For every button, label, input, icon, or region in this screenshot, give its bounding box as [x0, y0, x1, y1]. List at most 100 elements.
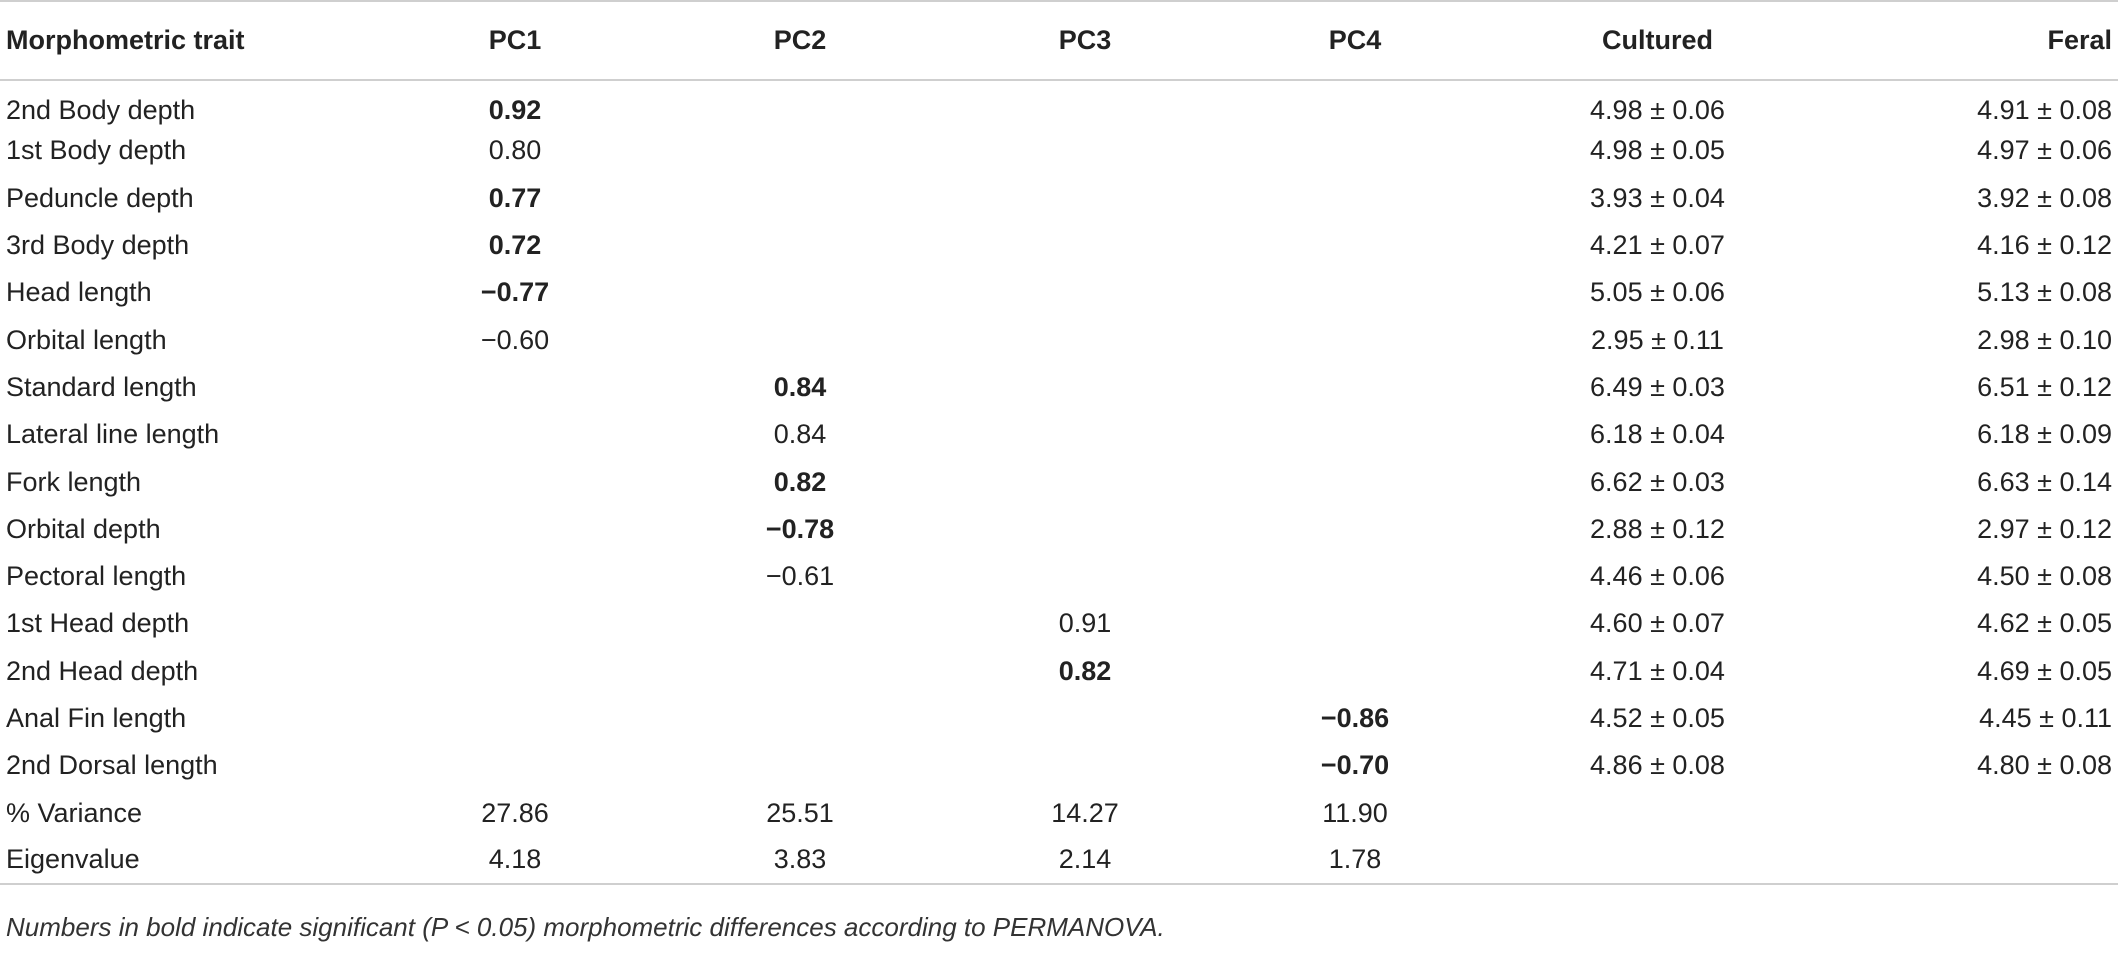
cell-pc3: [950, 127, 1220, 174]
column-header-pc4: PC4: [1220, 0, 1490, 81]
column-header-cultured: Cultured: [1490, 0, 1825, 81]
cell-trait: 1st Body depth: [6, 135, 187, 166]
cell-pc1: 0.72: [488, 230, 542, 261]
cell-pc2: [650, 600, 950, 647]
table-row: 2nd Dorsal length −0.70 4.86 ± 0.08 4.80 ± …: [0, 742, 2118, 789]
cell-pc4: [1220, 364, 1490, 411]
cell-pc3: 2.14: [950, 836, 1220, 886]
cell-pc1: [380, 553, 650, 600]
cell-pc1: −0.77: [480, 277, 550, 308]
cell-pc3: [950, 175, 1220, 222]
cell-pc3: [950, 316, 1220, 363]
cell-pc1: [380, 600, 650, 647]
cell-pc2: 0.84: [773, 419, 827, 450]
cell-pc2: [650, 695, 950, 742]
table-row: 1st Head depth 0.91 4.60 ± 0.07 4.62 ± 0.05: [0, 600, 2118, 647]
cell-trait: 2nd Head depth: [6, 655, 199, 686]
cell-pc4: [1220, 411, 1490, 458]
cell-pc1: [380, 458, 650, 505]
cell-trait: Orbital length: [6, 324, 167, 355]
cell-feral: 4.80 ± 0.08: [1977, 750, 2112, 781]
cell-pc3: [950, 506, 1220, 553]
cell-pc4: [1220, 553, 1490, 600]
cell-pc1: [380, 364, 650, 411]
cell-cultured: [1490, 836, 1825, 886]
cell-cultured: 4.52 ± 0.05: [1590, 703, 1725, 733]
cell-pc1: [380, 506, 650, 553]
cell-pc2: [650, 742, 950, 789]
column-header-feral: Feral: [1825, 0, 2118, 81]
cell-pc2: [650, 316, 950, 363]
cell-pc4: [1220, 175, 1490, 222]
cell-pc2: [650, 175, 950, 222]
table-header: Morphometric trait PC1 PC2 PC3 PC4 Cultu…: [0, 0, 2118, 81]
cell-trait: Peduncle depth: [6, 182, 194, 213]
table-row: Eigenvalue 4.18 3.83 2.14 1.78: [0, 836, 2118, 886]
cell-pc4: [1220, 648, 1490, 695]
table-row: Peduncle depth 0.77 3.93 ± 0.04 3.92 ± 0.08: [0, 175, 2118, 222]
cell-pc3: [950, 695, 1220, 742]
table-row: Anal Fin length −0.86 4.52 ± 0.05 4.45 ± 0.…: [0, 695, 2118, 742]
cell-pc1: 0.92: [488, 94, 542, 125]
cell-feral: 4.62 ± 0.05: [1977, 608, 2112, 639]
cell-pc2: [650, 222, 950, 269]
cell-feral: 4.50 ± 0.08: [1977, 561, 2112, 592]
cell-pc4: 1.78: [1220, 836, 1490, 886]
cell-pc3: 0.91: [1058, 608, 1112, 639]
cell-pc4: [1220, 316, 1490, 363]
cell-feral: 6.63 ± 0.14: [1977, 466, 2112, 497]
cell-pc4: −0.70: [1320, 750, 1390, 781]
cell-trait: 1st Head depth: [6, 608, 190, 639]
cell-pc1: [380, 411, 650, 458]
cell-trait: 2nd Body depth: [6, 94, 196, 125]
cell-pc4: 11.90: [1322, 797, 1388, 828]
cell-trait: Eigenvalue: [0, 836, 380, 886]
cell-pc1: −0.60: [480, 324, 550, 355]
cell-trait: Orbital depth: [6, 513, 161, 544]
cell-pc4: [1220, 458, 1490, 505]
table-row: Standard length 0.84 6.49 ± 0.03 6.51 ± 0.1…: [0, 364, 2118, 411]
table-footnote: Numbers in bold indicate significant (P …: [6, 912, 1165, 942]
table-row: Lateral line length 0.84 6.18 ± 0.04 6.18 ±…: [0, 411, 2118, 458]
cell-pc2: [650, 127, 950, 174]
table-row: 2nd Head depth 0.82 4.71 ± 0.04 4.69 ± 0.05: [0, 648, 2118, 695]
cell-feral: 4.91 ± 0.08: [1977, 94, 2112, 125]
cell-cultured: 4.98 ± 0.06: [1590, 94, 1725, 125]
cell-cultured: 6.62 ± 0.03: [1590, 466, 1725, 497]
cell-pc4: [1220, 80, 1490, 127]
cell-trait: Lateral line length: [6, 419, 220, 450]
cell-pc2: −0.61: [765, 561, 835, 592]
table-row: Head length −0.77 5.05 ± 0.06 5.13 ± 0.08: [0, 269, 2118, 316]
cell-pc1: 27.86: [481, 797, 549, 828]
cell-cultured: 4.46 ± 0.06: [1590, 561, 1725, 592]
cell-pc2: 0.84: [773, 371, 827, 402]
cell-pc2: [650, 269, 950, 316]
table-row: % Variance 27.86 25.51 14.27 11.90: [0, 789, 2118, 836]
cell-pc2: [650, 80, 950, 127]
cell-cultured: 6.18 ± 0.04: [1590, 419, 1725, 450]
cell-feral: 4.16 ± 0.12: [1977, 230, 2112, 261]
column-header-pc2: PC2: [650, 0, 950, 81]
cell-pc3: 0.82: [1058, 655, 1112, 686]
cell-pc2: 25.51: [766, 797, 834, 828]
table-row: 2nd Body depth 0.92 4.98 ± 0.06 4.91 ± 0.08: [0, 80, 2118, 127]
cell-pc4: −0.86: [1320, 703, 1390, 733]
table-row: 1st Body depth 0.80 4.98 ± 0.05 4.97 ± 0.06: [0, 127, 2118, 174]
cell-trait: Anal Fin length: [6, 703, 187, 733]
cell-pc3: [950, 269, 1220, 316]
header-row: Morphometric trait PC1 PC2 PC3 PC4 Cultu…: [0, 0, 2118, 81]
cell-pc3: [950, 458, 1220, 505]
column-header-pc1: PC1: [380, 0, 650, 81]
cell-cultured: 4.21 ± 0.07: [1590, 230, 1725, 261]
cell-cultured: 6.49 ± 0.03: [1590, 371, 1725, 402]
morphometric-table: Morphometric trait PC1 PC2 PC3 PC4 Cultu…: [0, 0, 2118, 886]
table-row: Pectoral length −0.61 4.46 ± 0.06 4.50 ± 0.…: [0, 553, 2118, 600]
cell-pc1: [380, 742, 650, 789]
cell-feral: 5.13 ± 0.08: [1977, 277, 2112, 308]
cell-cultured: 4.60 ± 0.07: [1590, 608, 1725, 639]
cell-pc3: [950, 222, 1220, 269]
cell-trait: 3rd Body depth: [6, 230, 190, 261]
cell-feral: [1825, 836, 2118, 886]
cell-pc3: [950, 553, 1220, 600]
cell-pc1: 0.80: [488, 135, 542, 166]
